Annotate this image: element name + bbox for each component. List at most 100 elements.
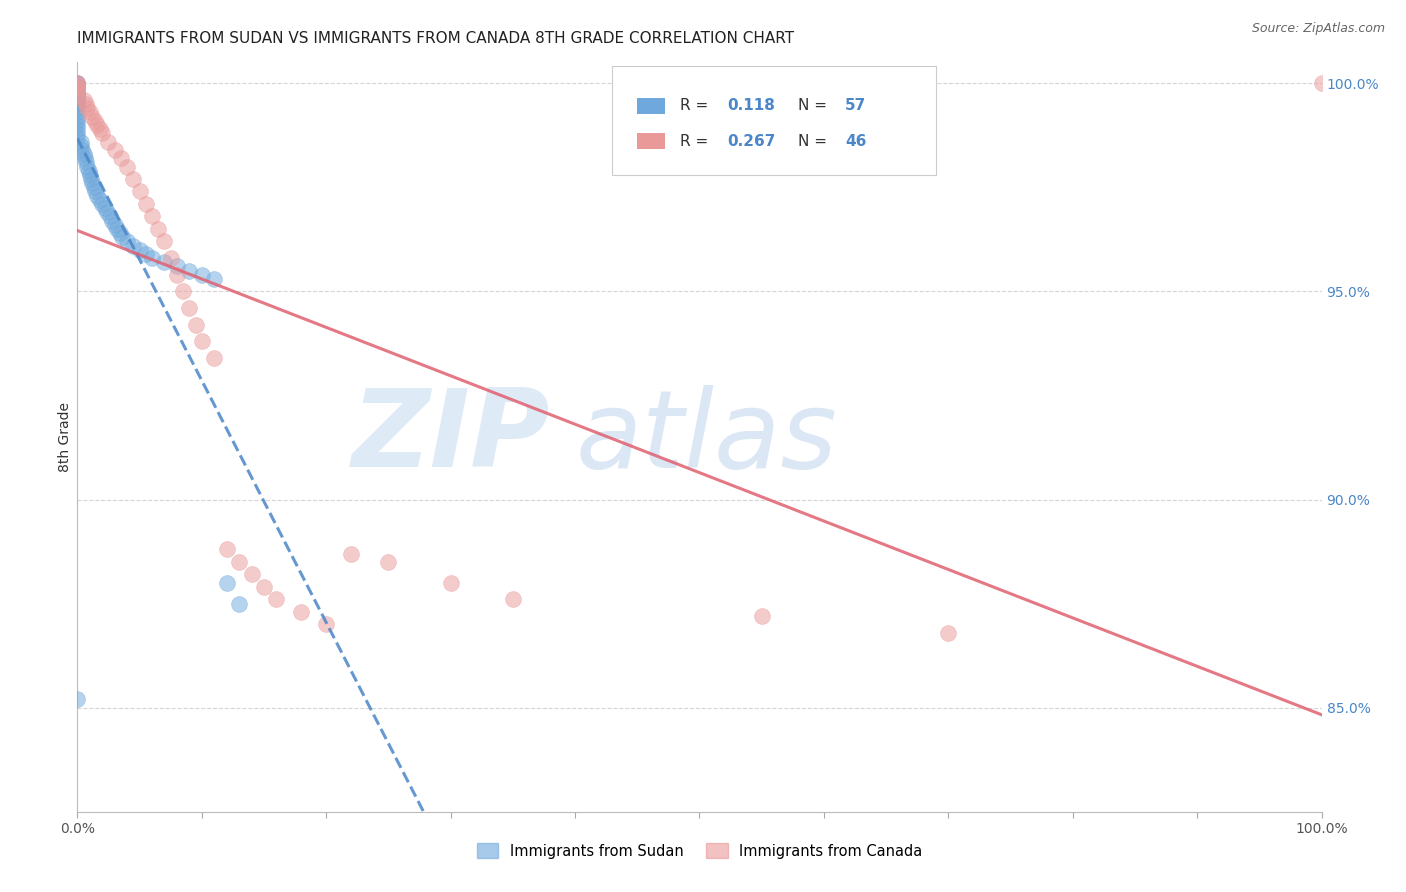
Text: 0.118: 0.118 xyxy=(727,98,775,113)
Point xyxy=(191,268,214,282)
Point xyxy=(141,251,163,265)
Point xyxy=(91,197,114,211)
Point xyxy=(228,597,250,611)
Point xyxy=(70,135,93,149)
Point xyxy=(72,147,94,161)
Text: IMMIGRANTS FROM SUDAN VS IMMIGRANTS FROM CANADA 8TH GRADE CORRELATION CHART: IMMIGRANTS FROM SUDAN VS IMMIGRANTS FROM… xyxy=(77,31,794,46)
Point xyxy=(115,235,138,249)
Point xyxy=(66,85,89,99)
Point xyxy=(82,110,104,124)
Point xyxy=(159,251,181,265)
Point xyxy=(98,210,121,224)
Point xyxy=(66,97,89,112)
Point xyxy=(97,135,120,149)
Point xyxy=(184,318,207,332)
Point xyxy=(66,88,89,103)
Point xyxy=(83,113,105,128)
Point xyxy=(72,93,94,107)
Point xyxy=(128,185,150,199)
Point xyxy=(340,547,363,561)
Point xyxy=(86,118,108,132)
Point xyxy=(936,625,959,640)
Point xyxy=(75,155,97,169)
Point xyxy=(72,143,94,157)
Legend: Immigrants from Sudan, Immigrants from Canada: Immigrants from Sudan, Immigrants from C… xyxy=(471,838,928,864)
Point xyxy=(110,151,132,165)
Point xyxy=(66,93,89,107)
Point xyxy=(105,222,128,236)
Point xyxy=(66,88,89,103)
Point xyxy=(66,85,89,99)
Point xyxy=(66,80,89,95)
Point xyxy=(76,160,98,174)
Point xyxy=(172,285,194,299)
Text: 0.267: 0.267 xyxy=(727,134,775,149)
Point xyxy=(66,113,89,128)
Point xyxy=(153,255,176,269)
FancyBboxPatch shape xyxy=(613,66,936,175)
Point xyxy=(80,172,103,186)
Point xyxy=(122,238,145,252)
Point xyxy=(135,197,157,211)
Point xyxy=(215,575,238,590)
Point xyxy=(153,235,176,249)
Point xyxy=(93,201,115,215)
Point xyxy=(66,76,89,90)
Point xyxy=(1310,76,1333,90)
Point xyxy=(108,226,131,240)
Point xyxy=(66,110,89,124)
Point xyxy=(166,260,188,274)
Y-axis label: 8th Grade: 8th Grade xyxy=(58,402,72,472)
Point xyxy=(79,168,101,182)
Point xyxy=(166,268,188,282)
Point xyxy=(66,97,89,112)
Point xyxy=(79,105,101,120)
Point xyxy=(70,138,93,153)
Point xyxy=(253,580,276,594)
Point xyxy=(202,272,225,286)
Point xyxy=(315,617,337,632)
Point xyxy=(86,188,108,202)
Point xyxy=(66,88,89,103)
Point xyxy=(76,101,98,115)
Point xyxy=(83,180,105,194)
Point xyxy=(240,567,263,582)
Point xyxy=(66,105,89,120)
Point xyxy=(66,118,89,132)
Point xyxy=(191,334,214,349)
Point xyxy=(66,692,89,706)
Point xyxy=(439,575,461,590)
Text: 57: 57 xyxy=(845,98,866,113)
Point xyxy=(66,76,89,90)
Point xyxy=(83,185,105,199)
Point xyxy=(66,101,89,115)
Bar xyxy=(637,97,665,114)
Point xyxy=(266,592,288,607)
Point xyxy=(104,218,127,232)
Text: atlas: atlas xyxy=(575,384,837,490)
Point xyxy=(66,76,89,90)
Point xyxy=(502,592,524,607)
Point xyxy=(290,605,312,619)
Point xyxy=(148,222,170,236)
Point xyxy=(66,76,89,90)
Point xyxy=(202,351,225,365)
Point xyxy=(228,555,250,569)
Point xyxy=(115,160,138,174)
Text: R =: R = xyxy=(679,98,713,113)
Point xyxy=(377,555,399,569)
Point xyxy=(82,176,104,190)
Point xyxy=(89,193,111,207)
Point xyxy=(122,172,145,186)
Point xyxy=(66,130,89,145)
Point xyxy=(66,80,89,95)
Point xyxy=(215,542,238,557)
Point xyxy=(751,609,773,624)
Point xyxy=(66,126,89,140)
Point xyxy=(89,122,111,136)
Point xyxy=(104,143,127,157)
Point xyxy=(75,97,97,112)
Point xyxy=(66,122,89,136)
Point xyxy=(135,247,157,261)
Point xyxy=(66,80,89,95)
